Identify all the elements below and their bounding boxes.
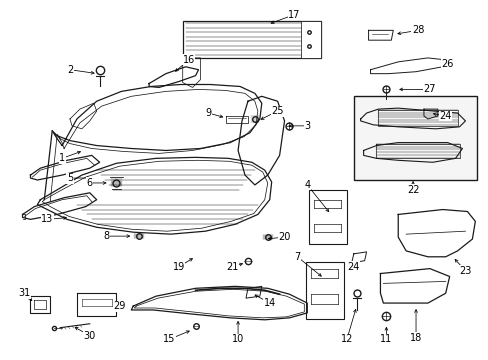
Text: 9: 9 [205, 108, 211, 118]
Text: 18: 18 [409, 333, 421, 342]
Text: 21: 21 [225, 262, 238, 272]
Text: 6: 6 [86, 178, 93, 188]
Text: 31: 31 [19, 288, 31, 298]
Text: 14: 14 [263, 298, 275, 308]
Text: 15: 15 [163, 334, 175, 345]
Text: 25: 25 [271, 106, 284, 116]
Text: 24: 24 [439, 111, 451, 121]
Text: 26: 26 [441, 59, 453, 69]
Text: 23: 23 [458, 266, 471, 276]
Text: 24: 24 [347, 262, 359, 272]
Text: 8: 8 [103, 231, 109, 241]
Text: 28: 28 [411, 25, 423, 35]
Text: 11: 11 [380, 334, 392, 345]
Text: 13: 13 [41, 215, 53, 224]
Bar [301, 21, 321, 58]
Text: 22: 22 [406, 185, 418, 195]
Text: 29: 29 [113, 301, 125, 311]
Bar [353, 96, 476, 180]
Text: 27: 27 [423, 84, 435, 94]
Text: 1: 1 [59, 153, 65, 163]
Text: 2: 2 [67, 65, 73, 75]
Text: 10: 10 [231, 334, 244, 345]
Text: 7: 7 [294, 252, 300, 262]
Text: 20: 20 [278, 232, 290, 242]
Text: 5: 5 [67, 173, 73, 183]
Text: 17: 17 [287, 10, 300, 19]
Bar [305, 262, 343, 319]
Text: 19: 19 [172, 262, 184, 272]
Text: 16: 16 [182, 55, 194, 65]
Text: 3: 3 [304, 121, 310, 131]
Text: 12: 12 [340, 334, 352, 345]
Text: 4: 4 [304, 180, 310, 190]
Bar [183, 21, 321, 58]
Bar [308, 190, 346, 244]
Text: 30: 30 [83, 330, 96, 341]
